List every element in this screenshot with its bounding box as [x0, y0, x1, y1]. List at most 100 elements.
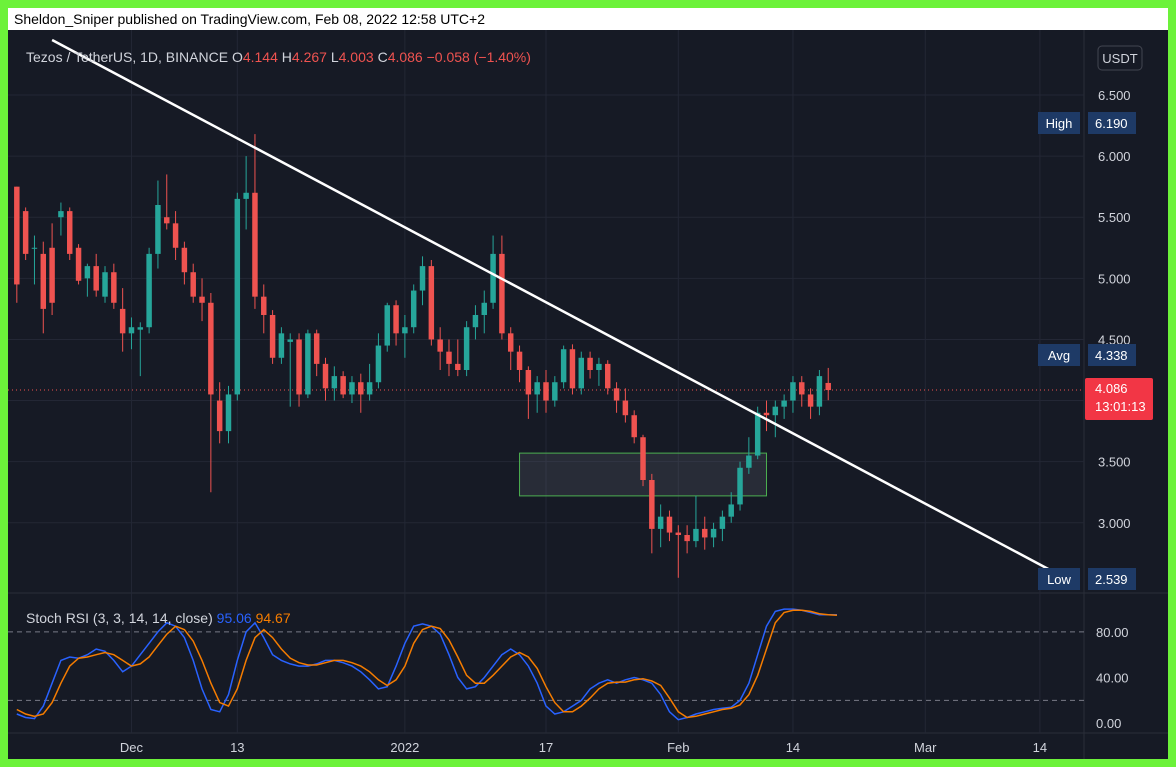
candle[interactable] — [613, 382, 620, 413]
candle[interactable] — [578, 351, 585, 395]
candle[interactable] — [428, 260, 435, 346]
candle[interactable] — [710, 522, 717, 548]
candle[interactable] — [631, 410, 637, 444]
candle[interactable] — [490, 235, 496, 309]
candle[interactable] — [410, 284, 417, 334]
candle[interactable] — [481, 290, 487, 334]
candle[interactable] — [155, 180, 161, 269]
candle[interactable] — [216, 382, 223, 444]
candle[interactable] — [455, 339, 461, 377]
candle[interactable] — [102, 266, 108, 303]
candle[interactable] — [366, 363, 373, 401]
candle[interactable] — [649, 473, 655, 554]
candle[interactable] — [75, 244, 82, 285]
candle[interactable] — [31, 235, 38, 285]
candle[interactable] — [799, 376, 805, 407]
candle[interactable] — [728, 492, 734, 523]
candle[interactable] — [313, 329, 320, 377]
candle[interactable] — [419, 256, 426, 306]
candle[interactable] — [49, 223, 55, 315]
candle[interactable] — [516, 345, 523, 383]
candle[interactable] — [402, 315, 408, 358]
stoch-k-line[interactable] — [16, 608, 837, 721]
candle[interactable] — [22, 207, 29, 260]
candle[interactable] — [446, 339, 452, 377]
candle[interactable] — [437, 327, 443, 370]
candle[interactable] — [507, 327, 514, 370]
candle[interactable] — [684, 525, 690, 554]
candle[interactable] — [463, 321, 470, 377]
candle[interactable] — [375, 333, 382, 389]
candle[interactable] — [640, 434, 646, 487]
candle[interactable] — [560, 345, 567, 389]
candle[interactable] — [322, 357, 329, 401]
candle[interactable] — [605, 360, 611, 395]
candle[interactable] — [111, 263, 117, 309]
candle[interactable] — [225, 385, 232, 444]
candle-body — [772, 406, 779, 416]
chart-area[interactable]: 6.500 6.000 5.500 5.000 4.500 3.500 3.000 Dec 13… — [8, 30, 1168, 759]
candle[interactable] — [358, 373, 364, 413]
candle[interactable] — [190, 263, 196, 303]
candle[interactable] — [93, 253, 99, 297]
candle[interactable] — [58, 202, 64, 236]
candle[interactable] — [587, 351, 593, 379]
candle[interactable] — [534, 376, 540, 413]
candle[interactable] — [543, 370, 549, 413]
candle[interactable] — [816, 370, 823, 416]
candle[interactable] — [40, 241, 47, 334]
candle[interactable] — [137, 322, 144, 377]
candle[interactable] — [719, 510, 726, 542]
candle[interactable] — [208, 293, 214, 493]
candle[interactable] — [525, 366, 532, 419]
candle[interactable] — [596, 357, 602, 386]
candle[interactable] — [790, 376, 796, 413]
candle[interactable] — [84, 263, 91, 297]
candle[interactable] — [702, 516, 708, 550]
price-tick-label: 5.000 — [1098, 271, 1131, 286]
descending-trendline[interactable] — [51, 38, 1050, 571]
candle[interactable] — [825, 367, 831, 401]
candle[interactable] — [199, 278, 205, 322]
candle[interactable] — [296, 333, 302, 407]
candle[interactable] — [119, 288, 126, 352]
candle[interactable] — [164, 174, 170, 230]
candle[interactable] — [657, 504, 664, 548]
candle[interactable] — [261, 284, 267, 334]
candle[interactable] — [181, 241, 188, 285]
candle[interactable] — [278, 327, 285, 364]
candle[interactable] — [393, 300, 399, 346]
candle[interactable] — [666, 510, 673, 542]
candle[interactable] — [146, 247, 152, 334]
candle[interactable] — [693, 495, 699, 548]
candle[interactable] — [67, 207, 73, 260]
candle[interactable] — [569, 344, 576, 395]
candle[interactable] — [234, 192, 241, 401]
candle[interactable] — [252, 134, 258, 309]
candle[interactable] — [269, 310, 276, 364]
candle[interactable] — [287, 333, 293, 407]
candle[interactable] — [781, 394, 787, 419]
candle[interactable] — [472, 305, 479, 340]
candle[interactable] — [552, 376, 558, 407]
candle[interactable] — [807, 388, 814, 419]
candle[interactable] — [675, 525, 682, 578]
candle[interactable] — [499, 235, 505, 340]
candle[interactable] — [349, 376, 355, 403]
candle[interactable] — [746, 437, 752, 474]
candle[interactable] — [14, 186, 20, 303]
price-chart-svg[interactable]: 6.500 6.000 5.500 5.000 4.500 3.500 3.000 Dec 13… — [8, 30, 1168, 759]
candle[interactable] — [305, 329, 311, 399]
candle[interactable] — [340, 371, 346, 399]
stoch-d-line[interactable] — [16, 609, 838, 719]
currency-button[interactable] — [1097, 45, 1143, 71]
candle[interactable] — [243, 156, 249, 230]
candle[interactable] — [384, 302, 390, 352]
candle[interactable] — [172, 211, 179, 260]
candle[interactable] — [128, 317, 135, 350]
candle[interactable] — [772, 400, 779, 438]
candle[interactable] — [763, 400, 770, 432]
candle[interactable] — [622, 388, 629, 423]
candle[interactable] — [331, 366, 338, 401]
candle[interactable] — [737, 461, 743, 511]
